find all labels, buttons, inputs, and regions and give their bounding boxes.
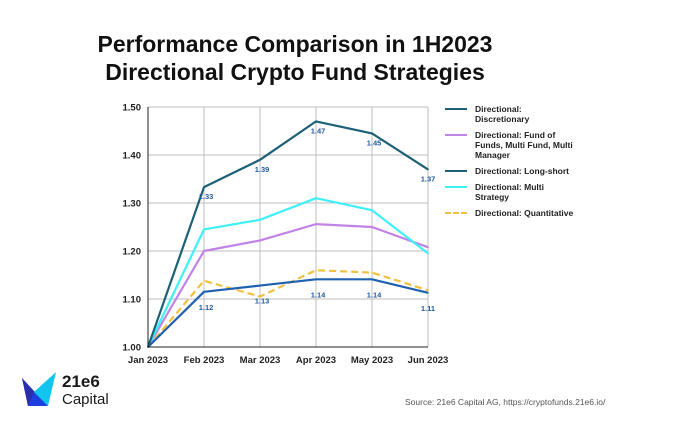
x-tick-label: Mar 2023 [240, 355, 281, 366]
legend: Directional: Discretionary Directional: Fu… [443, 104, 643, 224]
data-point-1-4 [371, 226, 373, 228]
data-point-3-1 [203, 228, 205, 231]
axes: 1.00 1.10 1.20 1.30 1.40 1.50 Jan 2023 Feb 2023… [123, 103, 449, 367]
data-label: 1.47 [311, 126, 326, 135]
data-point-3-4 [371, 209, 373, 211]
data-label: 1.37 [421, 174, 436, 183]
data-point-2-4 [371, 278, 373, 281]
data-point-4-5 [427, 289, 429, 292]
legend-item: Directional: Fund of Funds, Multi Fund, M… [443, 130, 643, 160]
data-label: 1.14 [311, 290, 326, 299]
legend-swatch [445, 134, 467, 136]
y-tick-label: 1.40 [123, 151, 142, 162]
legend-label: Directional: Multi [475, 182, 544, 192]
data-point-1-5 [427, 246, 429, 248]
data-point-4-2 [259, 295, 261, 298]
legend-label: Directional: Long-short [475, 166, 569, 176]
data-point-4-1 [203, 279, 205, 282]
series-line-3 [147, 197, 429, 348]
series-line-0 [146, 120, 429, 348]
legend-label: Strategy [475, 192, 510, 202]
x-tick-label: May 2023 [351, 355, 393, 366]
series-line-4 [147, 269, 429, 348]
data-point-0-5 [427, 168, 429, 171]
data-point-2-3 [315, 278, 317, 281]
data-point-0-2 [259, 159, 261, 161]
data-point-3-3 [315, 197, 317, 199]
y-tick-label: 1.50 [123, 103, 142, 114]
legend-swatch [445, 170, 467, 172]
data-point-2-1 [203, 291, 205, 293]
legend-label: Directional: Quantitative [475, 208, 574, 218]
data-label: 1.33 [199, 192, 214, 201]
legend-swatch [445, 186, 467, 188]
x-tick-label: Apr 2023 [296, 355, 336, 366]
legend-label: Directional: [475, 104, 522, 114]
data-label: 1.11 [421, 304, 435, 313]
x-tick-label: Jan 2023 [128, 355, 168, 366]
data-point-3-5 [427, 252, 429, 255]
data-point-2-2 [259, 284, 261, 287]
data-label: 1.39 [255, 165, 270, 174]
title-line-1: Performance Comparison in 1H2023 [97, 31, 493, 57]
legend-label: Directional: Fund of [475, 130, 556, 140]
data-point-0-1 [203, 186, 205, 188]
legend-swatch [445, 212, 467, 214]
x-tick-label: Jun 2023 [408, 355, 449, 366]
legend-swatch [445, 108, 467, 110]
data-point-0-3 [315, 120, 317, 123]
data-point-4-4 [371, 271, 373, 274]
data-label: 1.14 [367, 290, 382, 299]
data-label: 1.12 [199, 303, 214, 312]
y-tick-label: 1.10 [123, 295, 142, 306]
legend-label: Manager [475, 150, 510, 160]
data-point-2-5 [427, 291, 429, 294]
data-point-1-3 [315, 223, 317, 225]
chart-title: Performance Comparison in 1H2023 Directi… [0, 30, 590, 86]
legend-item: Directional: Quantitative [443, 208, 643, 218]
series-layer [146, 120, 429, 348]
source-note: Source: 21e6 Capital AG, https://cryptof… [405, 397, 606, 407]
legend-item: Directional: Discretionary [443, 104, 643, 124]
data-point-4-3 [315, 269, 317, 272]
logo-mark-icon [22, 372, 56, 406]
legend-label: Funds, Multi Fund, Multi [475, 140, 573, 150]
series-line-1 [147, 223, 429, 348]
data-label: 1.13 [255, 297, 270, 306]
y-tick-label: 1.20 [123, 247, 142, 258]
y-tick-label: 1.00 [123, 343, 142, 354]
data-point-3-2 [259, 219, 261, 221]
data-point-1-2 [259, 239, 261, 242]
logo-name: 21e6 [62, 372, 100, 391]
legend-item: Directional: Multi Strategy [443, 182, 643, 202]
data-label: 1.45 [367, 138, 382, 147]
legend-label: Discretionary [475, 114, 530, 124]
x-tick-label: Feb 2023 [184, 355, 225, 366]
data-point-1-1 [203, 250, 205, 252]
brand-logo: 21e6 Capital [20, 368, 140, 412]
series-line-2 [147, 278, 429, 348]
data-labels: 1.33 1.39 1.47 1.45 1.37 1.12 1.13 1.14 1.14 1.11 [199, 126, 436, 312]
title-line-2: Directional Crypto Fund Strategies [105, 59, 485, 85]
logo-subtitle: Capital [62, 391, 109, 408]
y-tick-label: 1.30 [123, 199, 142, 210]
legend-item: Directional: Long-short [443, 166, 643, 176]
data-point-0-4 [371, 132, 373, 135]
